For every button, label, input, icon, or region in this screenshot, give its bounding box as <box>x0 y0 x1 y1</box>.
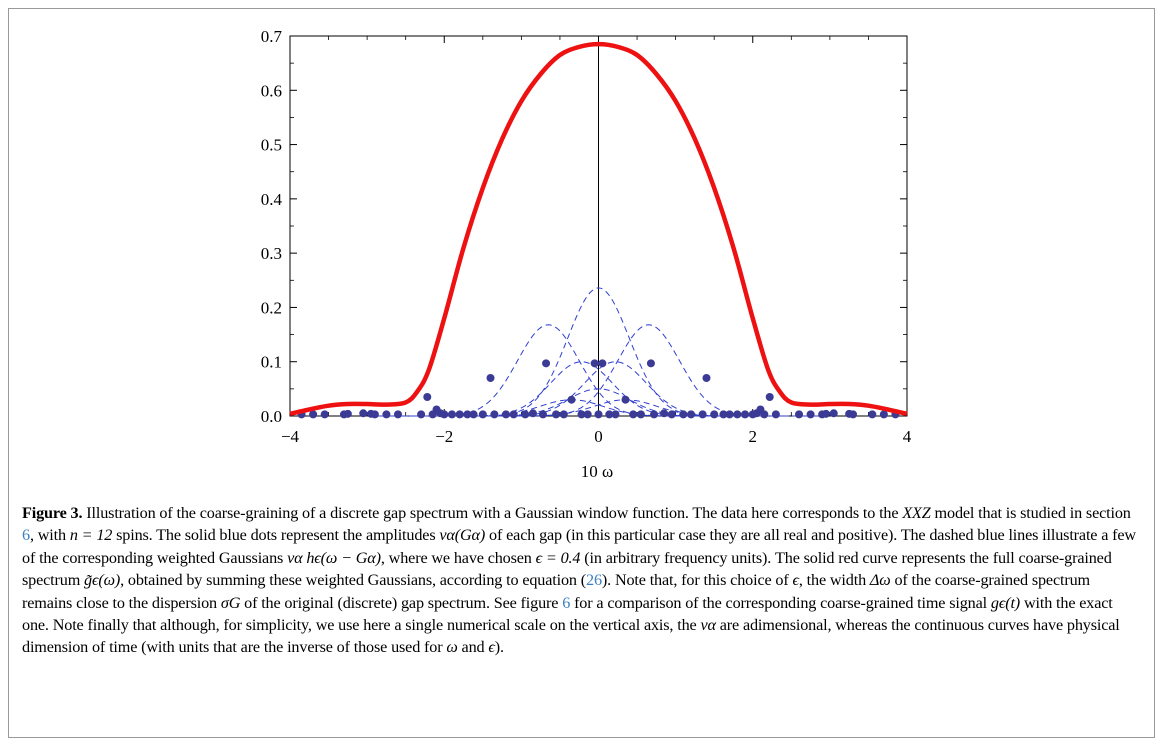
gap-amplitude-dot <box>829 409 838 418</box>
gap-amplitude-dot <box>455 410 464 419</box>
x-tick-label: 0 <box>594 427 603 446</box>
gap-amplitude-dot <box>687 410 696 419</box>
x-tick-label: −4 <box>281 427 300 446</box>
y-tick-label: 0.1 <box>261 353 282 372</box>
gap-amplitude-dot <box>509 410 518 419</box>
coarse-grained-spectrum-line <box>289 41 908 417</box>
gap-amplitude-dot <box>594 410 603 419</box>
gap-amplitude-dot <box>559 410 568 419</box>
y-tick-label: 0.5 <box>261 136 282 155</box>
gap-amplitude-dot <box>629 410 638 419</box>
gap-amplitude-dot <box>698 410 707 419</box>
gap-amplitude-dot <box>538 410 547 419</box>
chart-axes <box>289 35 908 417</box>
section-link[interactable]: 6 <box>22 526 30 545</box>
gap-amplitude-dot <box>393 410 402 419</box>
gap-amplitude-dot <box>528 409 537 418</box>
gap-amplitude-dot <box>440 410 449 419</box>
gap-amplitude-dot <box>667 410 676 419</box>
y-tick-label: 0.6 <box>261 81 282 100</box>
gap-amplitude-dot <box>660 409 669 418</box>
tick-labels: 0.0 0.1 0.2 0.3 0.4 0.5 0.6 0.7 −4 −2 0 2 4 <box>261 27 912 446</box>
gap-amplitude-dot <box>486 374 495 382</box>
gap-amplitude-dot <box>849 410 858 419</box>
gap-amplitude-dot <box>733 410 742 419</box>
gap-amplitude-dot <box>590 359 599 368</box>
dashed-gaussian <box>478 324 819 417</box>
gap-amplitude-dot <box>710 410 719 419</box>
y-tick-label: 0.2 <box>261 298 282 317</box>
y-tick-label: 0.7 <box>261 27 283 46</box>
gap-amplitude-dot <box>542 359 551 368</box>
gap-amplitude-dot <box>598 359 607 368</box>
coarse-grained-curve <box>289 41 908 417</box>
gap-amplitude-dot <box>725 410 734 419</box>
figure-caption: Figure 3. Illustration of the coarse-gra… <box>22 504 1136 657</box>
gap-amplitude-dot <box>469 410 478 419</box>
dashed-gaussian <box>378 324 719 417</box>
gap-amplitude-dot <box>478 410 487 419</box>
y-tick-label: 0.0 <box>261 407 282 426</box>
figure-link[interactable]: 6 <box>562 593 571 612</box>
gap-amplitude-dot <box>741 410 750 419</box>
gap-amplitude-dot <box>605 410 614 419</box>
gap-amplitude-dot <box>771 410 780 419</box>
gap-amplitude-dot <box>611 410 620 419</box>
gap-amplitude-dot <box>822 409 831 418</box>
x-tick-label: 4 <box>903 427 912 446</box>
gap-amplitude-dot <box>501 410 510 419</box>
gap-amplitude-dot <box>795 410 804 419</box>
gap-amplitude-dot <box>702 374 711 382</box>
gap-amplitude-dot <box>309 410 318 419</box>
gap-amplitude-dots <box>297 359 900 419</box>
gap-amplitude-dot <box>382 410 391 419</box>
gap-amplitude-dot <box>636 410 645 419</box>
gap-amplitude-dot <box>583 410 592 419</box>
dashed-gaussian <box>428 287 769 417</box>
y-tick-label: 0.4 <box>261 190 283 209</box>
gap-amplitude-dot <box>320 410 329 419</box>
gap-amplitude-dot <box>490 410 499 419</box>
figure-label: Figure 3. <box>22 504 83 522</box>
gap-amplitude-dot <box>552 410 561 419</box>
gap-amplitude-dot <box>646 359 655 368</box>
gap-amplitude-dot <box>567 395 576 404</box>
x-tick-label: −2 <box>435 427 453 446</box>
y-tick-label: 0.3 <box>261 244 282 263</box>
gap-amplitude-dot <box>521 410 530 419</box>
figure-frame <box>8 8 1155 738</box>
gap-amplitude-dot <box>879 410 888 419</box>
gap-amplitude-dot <box>760 410 769 419</box>
figure-chart: 0.0 0.1 0.2 0.3 0.4 0.5 0.6 0.7 −4 −2 0 2 4 10 ω <box>261 27 912 481</box>
gap-amplitude-dot <box>765 393 774 401</box>
gap-amplitude-dot <box>577 410 586 419</box>
gap-amplitude-dot <box>463 410 472 419</box>
gap-amplitude-dot <box>423 393 432 401</box>
gap-amplitude-dot <box>370 410 379 419</box>
gap-amplitude-dot <box>679 410 688 419</box>
gap-amplitude-dot <box>343 409 352 418</box>
gap-amplitude-dot <box>359 409 368 418</box>
gap-amplitude-dot <box>621 395 630 404</box>
gap-amplitude-dot <box>868 410 877 419</box>
equation-link[interactable]: 26 <box>586 571 602 590</box>
gap-amplitude-dot <box>447 410 456 419</box>
gap-amplitude-dot <box>806 410 815 419</box>
gap-amplitude-dot <box>417 410 426 419</box>
gap-amplitude-dot <box>650 410 659 419</box>
x-tick-label: 2 <box>749 427 758 446</box>
x-axis-label: 10 ω <box>581 462 613 481</box>
gap-amplitude-dot <box>719 410 728 419</box>
